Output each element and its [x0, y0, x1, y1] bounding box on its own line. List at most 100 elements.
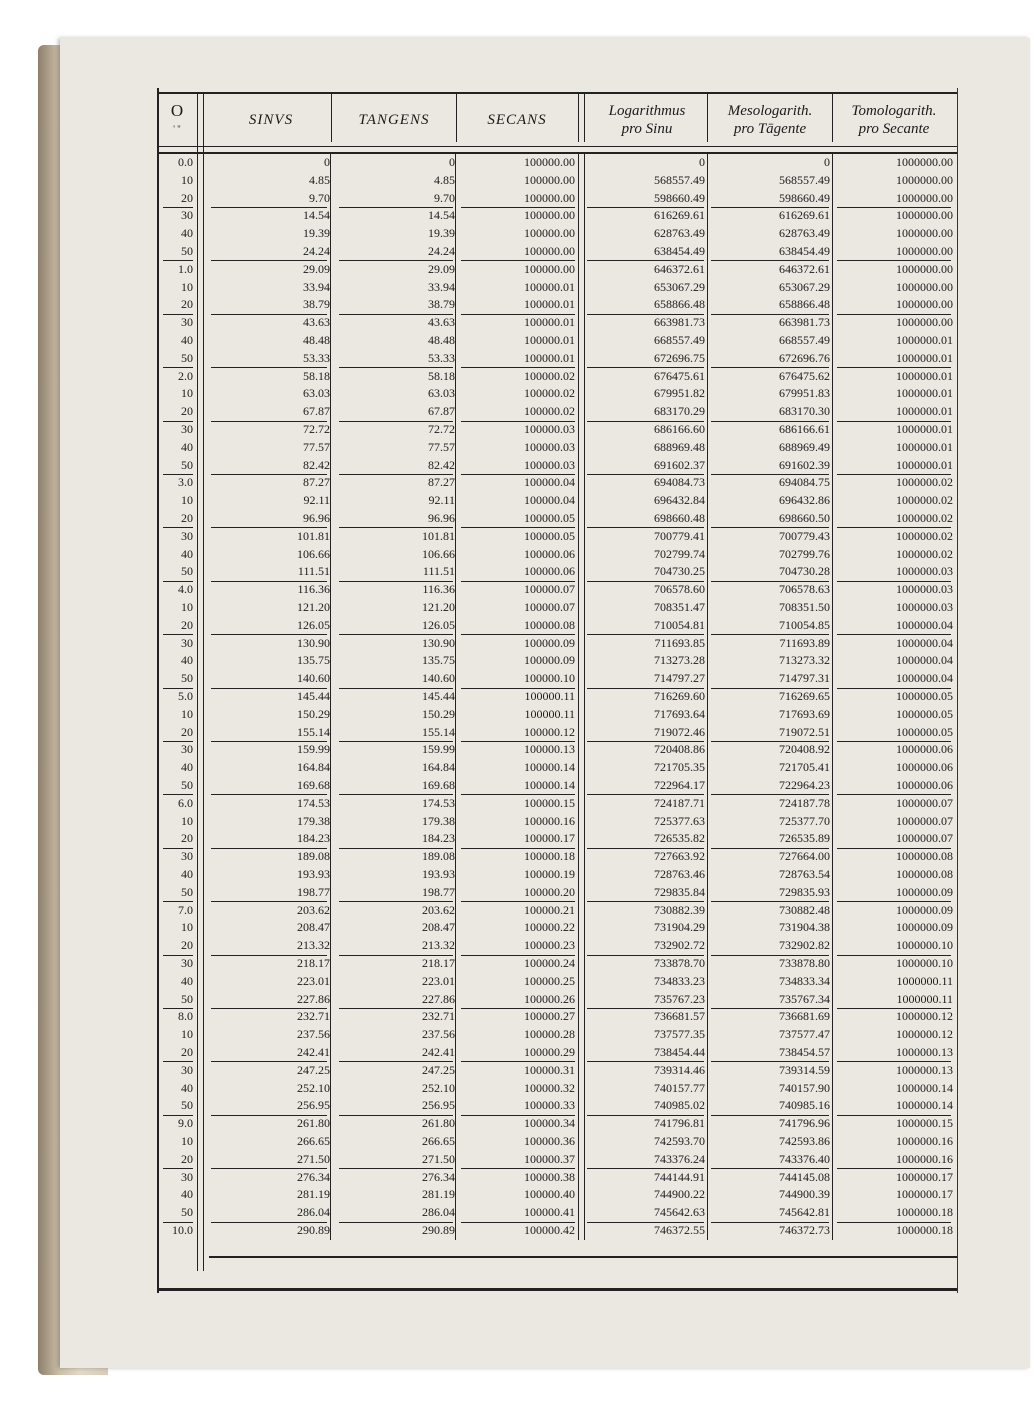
angle-cell: 50 [181, 350, 193, 365]
header-meso-line1: Mesologarith. [727, 103, 813, 119]
tangens-cell: 271.50 [422, 1151, 455, 1166]
log-sinus-cell: 0 [699, 155, 705, 169]
tomo-log-cell: 1000000.16 [896, 1151, 953, 1166]
tomo-log-cell: 1000000.18 [896, 1205, 953, 1220]
secans-cell: 100000.42 [524, 1223, 575, 1237]
secans-cell: 100000.11 [524, 689, 575, 703]
angle-cell: 40 [181, 973, 193, 988]
tangens-cell: 77.57 [428, 439, 455, 454]
secans-cell: 100000.38 [524, 1169, 575, 1184]
angle-cell: 50 [181, 671, 193, 686]
column-divider [456, 94, 457, 142]
meso-log-cell: 741796.96 [779, 1116, 830, 1131]
tomo-log-cell: 1000000.03 [896, 600, 953, 614]
angle-cell: 30 [181, 956, 193, 970]
secans-cell: 100000.00 [524, 261, 575, 276]
table-row: 20 271.50 271.50 100000.37 743376.24 743376.4… [159, 1151, 957, 1169]
meso-log-cell: 700779.43 [779, 528, 830, 543]
secans-cell: 100000.09 [524, 653, 575, 668]
sinus-cell: 111.51 [297, 564, 330, 579]
secans-cell: 100000.00 [524, 155, 575, 169]
table-row: 40 223.01 223.01 100000.25 734833.23 734833.3… [159, 973, 957, 991]
sinus-cell: 135.75 [297, 653, 330, 668]
meso-log-cell: 676475.62 [779, 368, 830, 383]
angle-cell: 10 [181, 813, 193, 828]
table-row: 20 126.05 126.05 100000.08 710054.81 710054.8… [159, 617, 957, 635]
meso-log-cell: 746372.73 [779, 1223, 830, 1237]
group-separator [711, 954, 829, 956]
secans-cell: 100000.33 [524, 1098, 575, 1113]
log-sinus-cell: 717693.64 [654, 706, 705, 721]
table-row: 30 130.90 130.90 100000.09 711693.85 711693.8… [159, 635, 957, 653]
sinus-cell: 198.77 [297, 884, 330, 899]
meso-log-cell: 716269.65 [779, 689, 830, 703]
tomo-log-cell: 1000000.00 [896, 155, 953, 169]
sinus-cell: 179.38 [297, 813, 330, 828]
group-separator [587, 420, 704, 422]
meso-log-cell: 663981.73 [779, 315, 830, 330]
tangens-cell: 29.09 [428, 261, 455, 276]
angle-cell: 10 [181, 493, 193, 508]
header-log-sinus: Logarithmus pro Sinu [587, 96, 707, 144]
meso-log-cell: 731904.38 [779, 920, 830, 935]
log-sinus-cell: 727663.92 [654, 849, 705, 864]
angle-cell: 30 [181, 742, 193, 757]
sinus-cell: 150.29 [297, 706, 330, 721]
group-separator [339, 313, 453, 315]
group-separator [711, 1007, 829, 1009]
meso-log-cell: 738454.57 [779, 1045, 830, 1059]
sinus-cell: 126.05 [297, 617, 330, 632]
group-separator [339, 527, 453, 529]
group-separator [587, 206, 704, 208]
tomo-log-cell: 1000000.00 [896, 297, 953, 312]
group-separator [461, 367, 575, 369]
header-rule-double [159, 152, 957, 154]
group-separator [211, 740, 327, 742]
tangens-cell: 150.29 [422, 706, 455, 721]
secans-cell: 100000.00 [524, 190, 575, 205]
group-separator [837, 420, 951, 422]
tomo-log-cell: 1000000.10 [896, 938, 953, 953]
log-sinus-cell: 734833.23 [654, 973, 705, 988]
tangens-cell: 159.99 [422, 742, 455, 757]
table-row: 30 43.63 43.63 100000.01 663981.73 663981.73 1… [159, 314, 957, 332]
tangens-cell: 266.65 [422, 1134, 455, 1148]
secans-cell: 100000.34 [524, 1116, 575, 1131]
sinus-cell: 38.79 [303, 297, 330, 312]
tangens-cell: 290.89 [422, 1223, 455, 1237]
book-page [60, 38, 1030, 1368]
meso-log-cell: 743376.40 [779, 1151, 830, 1166]
angle-cell: 1.0 [178, 261, 193, 276]
group-separator [339, 260, 453, 262]
table-row: 10 63.03 63.03 100000.02 679951.82 679951.83 1… [159, 385, 957, 403]
angle-cell: 40 [181, 546, 193, 561]
column-divider [584, 94, 585, 142]
table-row: 10 121.20 121.20 100000.07 708351.47 708351.5… [159, 599, 957, 617]
tomo-log-cell: 1000000.05 [896, 706, 953, 721]
log-sinus-cell: 702799.74 [654, 546, 705, 561]
group-separator [339, 580, 453, 582]
group-separator [163, 1221, 193, 1223]
table-row: 40 48.48 48.48 100000.01 668557.49 668557.49 1… [159, 332, 957, 350]
header-degrees: O ' " [159, 96, 195, 144]
secans-cell: 100000.22 [524, 920, 575, 935]
log-sinus-cell: 706578.60 [654, 582, 705, 597]
column-divider [578, 94, 579, 142]
log-sinus-cell: 698660.48 [654, 511, 705, 525]
secans-cell: 100000.01 [524, 350, 575, 365]
meso-log-cell: 739314.59 [779, 1062, 830, 1077]
sinus-cell: 189.08 [297, 849, 330, 864]
header-secans: SECANS [487, 112, 547, 128]
group-separator [461, 580, 575, 582]
column-divider [707, 154, 708, 1240]
group-separator [461, 313, 575, 315]
group-separator [461, 740, 575, 742]
group-separator [837, 687, 951, 689]
group-separator [163, 687, 193, 689]
log-sinus-cell: 726535.82 [654, 831, 705, 846]
log-sinus-cell: 724187.71 [654, 795, 705, 810]
sinus-cell: 96.96 [303, 511, 330, 525]
group-separator [587, 1114, 704, 1116]
tomo-log-cell: 1000000.00 [896, 226, 953, 241]
sinus-cell: 256.95 [297, 1098, 330, 1113]
